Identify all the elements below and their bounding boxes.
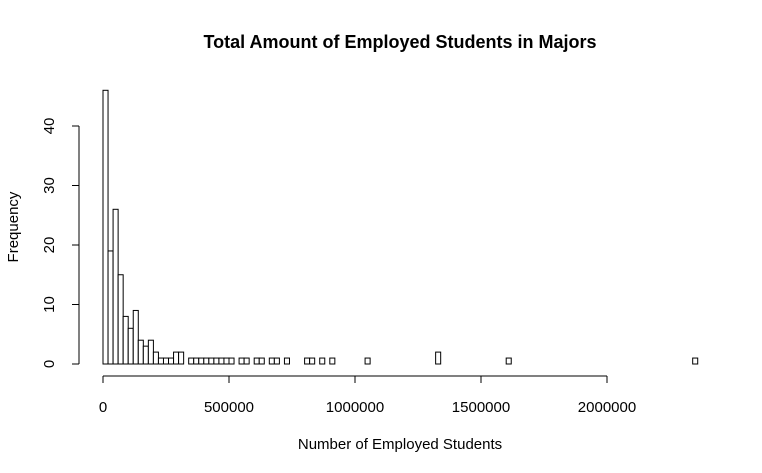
histogram-bar (273, 357, 280, 365)
y-tick-label: 0 (41, 360, 58, 368)
y-tick-label: 10 (41, 296, 58, 313)
histogram-bar (238, 357, 245, 365)
histogram-bar (223, 357, 230, 365)
histogram-bar (213, 357, 220, 365)
histogram-bar (228, 357, 235, 365)
histogram-bar (364, 357, 371, 365)
histogram-bar (102, 89, 109, 365)
histogram-bar (193, 357, 200, 365)
histogram-bar (243, 357, 250, 365)
x-tick-label: 1500000 (452, 399, 510, 416)
x-tick-label: 500000 (204, 399, 254, 416)
x-tick-label: 2000000 (578, 399, 636, 416)
histogram-bar (304, 357, 311, 365)
histogram-bar (692, 357, 699, 365)
chart-title: Total Amount of Employed Students in Maj… (203, 32, 596, 52)
histogram-bars (102, 89, 699, 365)
histogram-bar (218, 357, 225, 365)
x-tick-label: 0 (99, 399, 107, 416)
histogram-bar (203, 357, 210, 365)
histogram-bar (107, 250, 114, 365)
y-axis: 0 10 20 30 40 (41, 118, 80, 368)
histogram-bar (157, 357, 164, 365)
x-tick-label: 1000000 (326, 399, 384, 416)
histogram-bar (188, 357, 195, 365)
histogram-bar (112, 208, 119, 365)
y-tick-label: 20 (41, 237, 58, 254)
histogram-bar (122, 315, 129, 365)
x-axis: 0 500000 1000000 1500000 2000000 (99, 375, 636, 416)
histogram-bar (168, 357, 175, 365)
histogram-bar (309, 357, 316, 365)
y-tick-label: 40 (41, 118, 58, 135)
histogram-bar (132, 309, 139, 365)
histogram-bar (127, 327, 134, 365)
histogram-bar (142, 345, 149, 365)
histogram-bar (152, 351, 159, 365)
histogram-bar (147, 339, 154, 365)
histogram-bar (283, 357, 290, 365)
histogram-bar (253, 357, 260, 365)
y-axis-title: Frequency (5, 191, 22, 262)
histogram-bar (178, 351, 185, 365)
x-axis-title: Number of Employed Students (298, 436, 502, 453)
histogram-bar (505, 357, 512, 365)
histogram-bar (329, 357, 336, 365)
histogram-bar (435, 351, 442, 365)
histogram-bar (162, 357, 170, 365)
histogram-bar (137, 339, 144, 365)
histogram-bar (258, 357, 265, 365)
histogram-bar (198, 357, 205, 365)
histogram-bar (268, 357, 275, 365)
histogram-bar (319, 357, 326, 365)
histogram-bar (208, 357, 215, 365)
histogram-bar (117, 274, 124, 365)
y-tick-label: 30 (41, 177, 58, 194)
histogram-bar (173, 351, 180, 365)
